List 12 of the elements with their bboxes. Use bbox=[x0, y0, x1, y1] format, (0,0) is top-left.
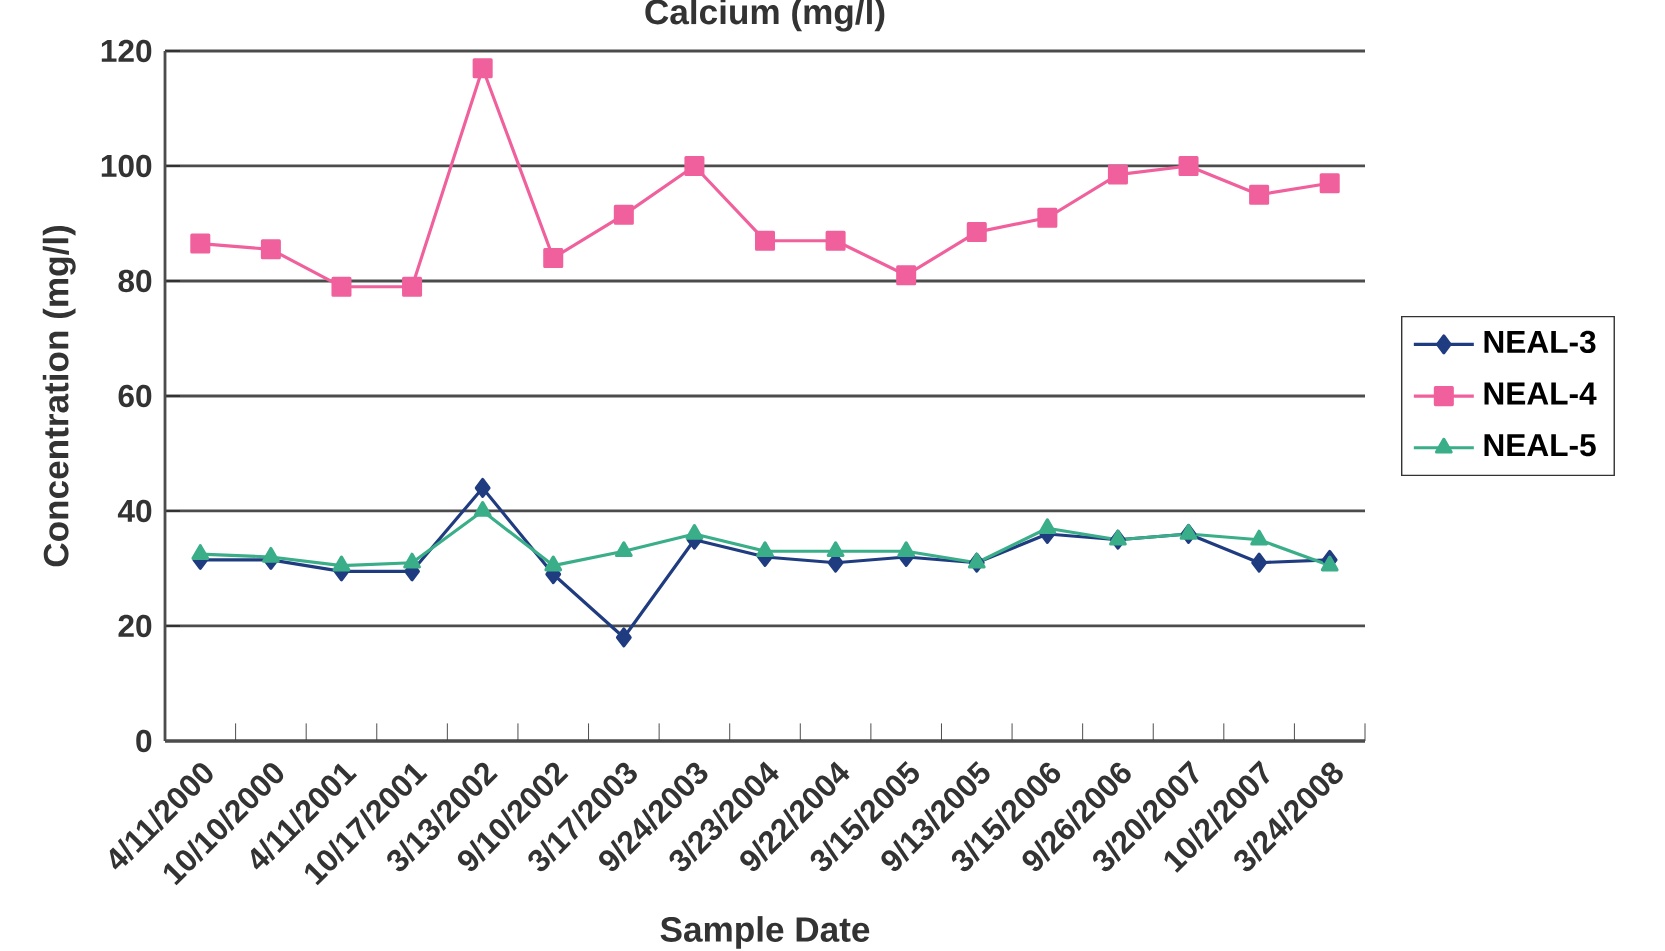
y-tick-label: 40 bbox=[117, 499, 152, 523]
y-axis-title: Concentration (mg/l) bbox=[42, 225, 76, 567]
y-tick-label: 60 bbox=[118, 384, 152, 408]
legend-label: NEAL-3 bbox=[1484, 330, 1596, 354]
legend-label: NEAL-5 bbox=[1484, 434, 1596, 457]
y-tick-label: 20 bbox=[118, 614, 152, 638]
y-tick-label: 80 bbox=[118, 269, 152, 293]
y-tick-label: 100 bbox=[101, 154, 152, 178]
x-axis-title: Sample Date bbox=[660, 916, 870, 949]
legend-label: NEAL-4 bbox=[1484, 382, 1597, 405]
y-tick-label: 120 bbox=[101, 39, 152, 63]
y-tick-label: 0 bbox=[136, 729, 152, 753]
